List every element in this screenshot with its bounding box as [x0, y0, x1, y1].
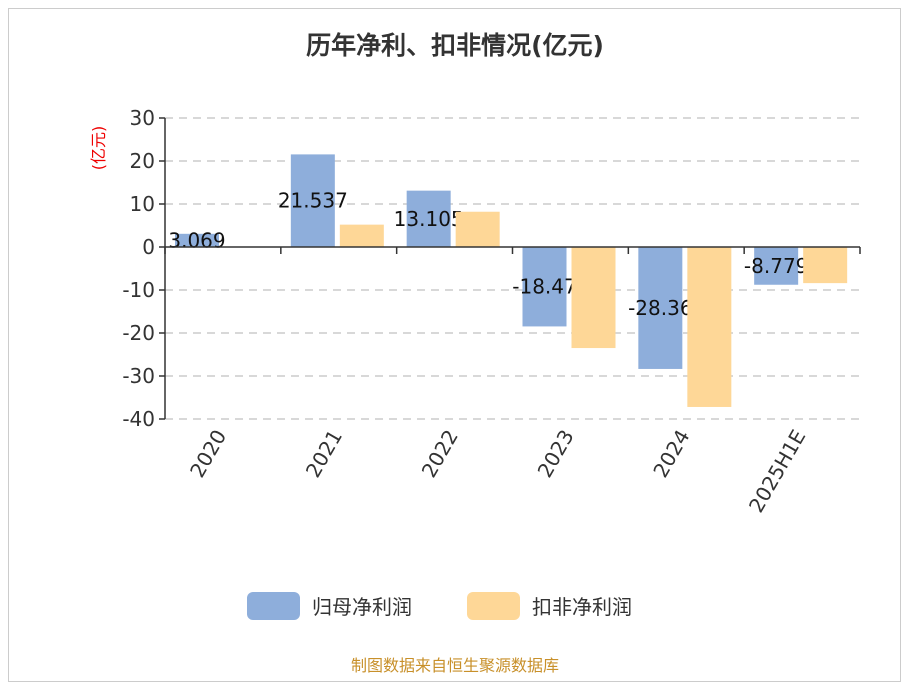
data-label: 3.069 — [168, 228, 225, 252]
y-tick-label: 0 — [142, 235, 155, 259]
legend-label: 归母净利润 — [312, 595, 412, 619]
bar-deducted-net-profit[interactable] — [571, 247, 616, 349]
source-footer: 制图数据来自恒生聚源数据库 — [351, 656, 559, 675]
y-tick-label: -20 — [122, 321, 155, 345]
bar-net-profit[interactable] — [175, 233, 219, 247]
data-label: -8.779 — [744, 254, 808, 278]
bar-net-profit[interactable] — [406, 190, 451, 247]
bar-deducted-net-profit[interactable] — [455, 211, 500, 247]
x-tick-label: 2022 — [417, 426, 463, 482]
chart-title: 历年净利、扣非情况(亿元) — [306, 31, 604, 60]
data-label: -18.47 — [512, 275, 576, 299]
chart-frame — [8, 8, 901, 682]
legend-swatch — [247, 592, 300, 620]
y-tick-label: 30 — [130, 106, 155, 130]
y-tick-label: -30 — [122, 364, 155, 388]
x-tick-label: 2020 — [185, 426, 231, 482]
legend-item-deducted-net-profit[interactable]: 扣非净利润 — [467, 592, 632, 620]
x-tick-label: 2024 — [648, 426, 694, 482]
legend-label: 扣非净利润 — [532, 595, 632, 619]
bar-net-profit[interactable] — [638, 247, 683, 369]
bar-deducted-net-profit[interactable] — [803, 247, 848, 284]
bar-net-profit[interactable] — [754, 247, 799, 285]
data-label: -28.36 — [628, 296, 692, 320]
bar-net-profit[interactable] — [522, 247, 567, 327]
y-tick-label: 10 — [130, 192, 155, 216]
x-tick-label: 2021 — [301, 426, 347, 482]
legend-swatch — [467, 592, 520, 620]
bar-deducted-net-profit[interactable] — [687, 247, 732, 407]
y-axis-label: (亿元) — [89, 126, 108, 171]
data-label: 21.537 — [278, 189, 348, 213]
y-tick-label: -10 — [122, 278, 155, 302]
x-tick-label: 2023 — [533, 426, 579, 482]
legend-item-net-profit[interactable]: 归母净利润 — [247, 592, 412, 620]
y-tick-label: -40 — [122, 407, 155, 431]
x-tick-label: 2025H1E — [744, 426, 810, 517]
bar-net-profit[interactable] — [290, 154, 335, 247]
y-tick-label: 20 — [130, 149, 155, 173]
bar-deducted-net-profit[interactable] — [339, 224, 384, 247]
data-label: 13.105 — [394, 207, 464, 231]
